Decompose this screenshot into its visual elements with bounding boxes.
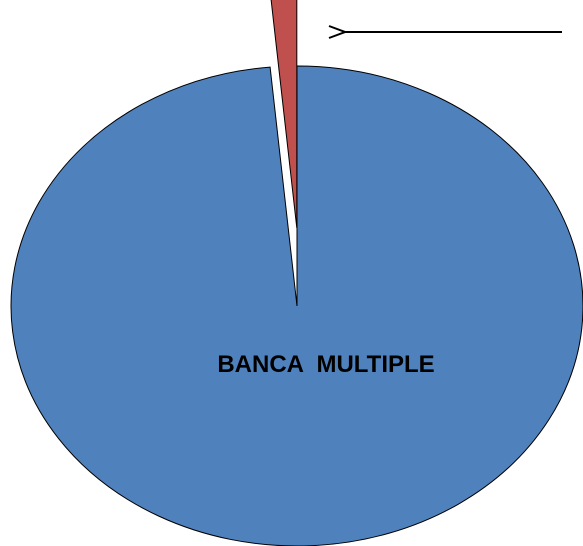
pie-slices [10,0,583,546]
pie-slice-1 [270,0,298,229]
slice-label-banca-multiple: BANCA MULTIPLE [217,351,434,378]
